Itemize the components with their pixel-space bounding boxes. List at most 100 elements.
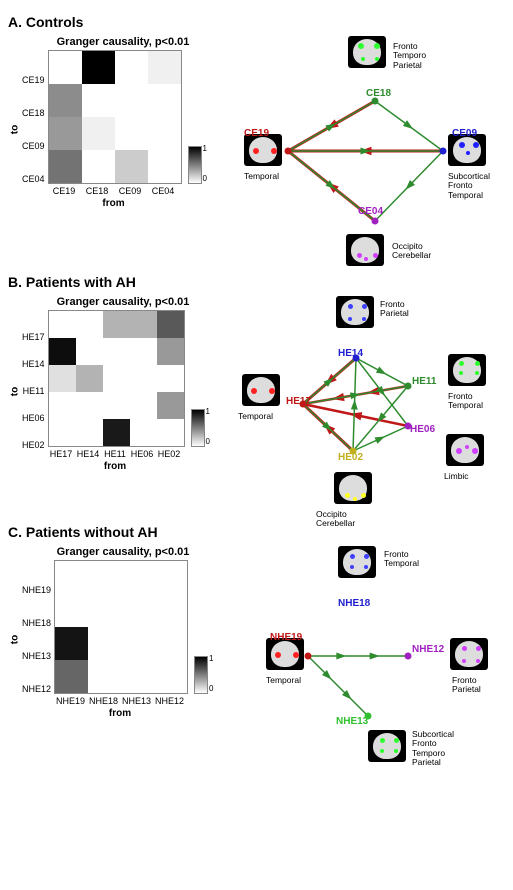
heatmap-cell <box>157 419 184 446</box>
region-label-he11: Fronto Temporal <box>448 392 483 411</box>
node-label-ce19: CE19 <box>244 128 269 139</box>
heatmap-cell <box>115 51 148 84</box>
colorbar-max: 1 <box>203 144 207 153</box>
heatmap-cell <box>121 561 154 594</box>
heatmap-cell <box>115 150 148 183</box>
colorbar: 10 <box>191 409 209 447</box>
region-label-ce04: Occipito Cerebellar <box>392 242 431 261</box>
brain-thumb-ce04 <box>346 234 384 266</box>
y-tick: NHE12 <box>22 673 51 706</box>
x-tick: HE06 <box>129 449 156 459</box>
heatmap-cell <box>49 150 82 183</box>
y-tick: HE14 <box>22 351 45 378</box>
brain-thumb-nhe13 <box>368 730 406 762</box>
region-label-he06: Limbic <box>444 472 469 481</box>
heatmap-cell <box>148 51 181 84</box>
heatmap-cell <box>82 117 115 150</box>
heatmap-cell <box>49 117 82 150</box>
brain-thumb-he11 <box>448 354 486 386</box>
x-tick: HE11 <box>102 449 129 459</box>
network-diagram: HE14Fronto ParietalHE11Fronto TemporalHE… <box>238 296 505 516</box>
heatmap-cell <box>148 84 181 117</box>
region-label-nhe12: Fronto Parietal <box>452 676 481 695</box>
brain-thumb-nhe12 <box>450 638 488 670</box>
heatmap-cell <box>88 627 121 660</box>
heatmap-cell <box>130 311 157 338</box>
y-tick: HE11 <box>22 378 45 405</box>
heatmap-cell <box>103 311 130 338</box>
y-tick: HE06 <box>22 405 45 432</box>
heatmap-cell <box>157 311 184 338</box>
heatmap-grid <box>48 50 182 184</box>
heatmap-cell <box>103 392 130 419</box>
x-tick: CE19 <box>48 186 81 196</box>
x-tick: NHE13 <box>120 696 153 706</box>
heatmap-cell <box>157 338 184 365</box>
panel-title: B. Patients with AH <box>8 274 505 290</box>
region-label-nhe18: Fronto Temporal <box>384 550 419 569</box>
heatmap-cell <box>82 51 115 84</box>
y-axis-label: to <box>10 633 21 647</box>
node-label-nhe18: NHE18 <box>338 598 370 609</box>
x-tick: NHE12 <box>153 696 186 706</box>
y-axis-label: to <box>10 384 21 398</box>
heatmap-cell <box>130 365 157 392</box>
x-tick: CE18 <box>81 186 114 196</box>
region-label-he14: Fronto Parietal <box>380 300 409 319</box>
heatmap: Granger causality, p<0.01toHE17HE14HE11H… <box>8 296 238 472</box>
y-tick: NHE18 <box>22 607 51 640</box>
heatmap-cell <box>154 627 187 660</box>
heatmap-cell <box>121 627 154 660</box>
heatmap-cell <box>55 561 88 594</box>
heatmap-cell <box>55 627 88 660</box>
heatmap: Granger causality, p<0.01toCE19CE18CE09C… <box>8 36 238 209</box>
colorbar: 10 <box>194 656 212 694</box>
heatmap-title: Granger causality, p<0.01 <box>8 546 238 558</box>
heatmap-cell <box>76 392 103 419</box>
brain-thumb-nhe18 <box>338 546 376 578</box>
region-label-nhe19: Temporal <box>266 676 301 685</box>
network-diagram: NHE18 Fronto Temporal NHE19 Temporal NHE12 Fr… <box>238 546 505 766</box>
node-label-he02: HE02 <box>338 452 363 463</box>
region-label-nhe13: Subcortical Fronto Temporo Parietal <box>412 730 454 767</box>
brain-thumb-he14 <box>336 296 374 328</box>
x-tick: HE14 <box>75 449 102 459</box>
region-label-ce09: Subcortical Fronto Temporal <box>448 172 490 200</box>
heatmap-cell <box>103 338 130 365</box>
heatmap-cell <box>154 561 187 594</box>
node-label-he06: HE06 <box>410 424 435 435</box>
heatmap-cell <box>76 365 103 392</box>
node-label-he14: HE14 <box>338 348 363 359</box>
network-diagram: CE18Fronto Temporo ParietalCE09Subcortic… <box>238 36 505 266</box>
heatmap-cell <box>82 150 115 183</box>
region-label-ce18: Fronto Temporo Parietal <box>393 42 426 70</box>
colorbar-max: 1 <box>206 407 210 416</box>
colorbar-max: 1 <box>209 654 213 663</box>
colorbar-min: 0 <box>206 437 210 446</box>
heatmap-title: Granger causality, p<0.01 <box>8 296 238 308</box>
heatmap-cell <box>148 117 181 150</box>
heatmap-cell <box>76 338 103 365</box>
heatmap-cell <box>157 365 184 392</box>
heatmap-cell <box>55 594 88 627</box>
heatmap-cell <box>49 392 76 419</box>
heatmap-cell <box>115 117 148 150</box>
node-label-nhe19: NHE19 <box>270 632 302 643</box>
heatmap-cell <box>49 51 82 84</box>
node-label-nhe12: NHE12 <box>412 644 444 655</box>
heatmap-cell <box>76 311 103 338</box>
node-label-ce18: CE18 <box>366 88 391 99</box>
x-axis-label: from <box>48 461 183 472</box>
y-tick: HE17 <box>22 324 45 351</box>
heatmap-cell <box>103 419 130 446</box>
heatmap-cell <box>115 84 148 117</box>
x-tick: HE17 <box>48 449 75 459</box>
colorbar-min: 0 <box>203 174 207 183</box>
heatmap-cell <box>88 594 121 627</box>
heatmap-cell <box>121 660 154 693</box>
heatmap-title: Granger causality, p<0.01 <box>8 36 238 48</box>
x-tick: NHE19 <box>54 696 87 706</box>
x-tick: NHE18 <box>87 696 120 706</box>
node-label-nhe13: NHE13 <box>336 716 368 727</box>
colorbar-min: 0 <box>209 684 213 693</box>
